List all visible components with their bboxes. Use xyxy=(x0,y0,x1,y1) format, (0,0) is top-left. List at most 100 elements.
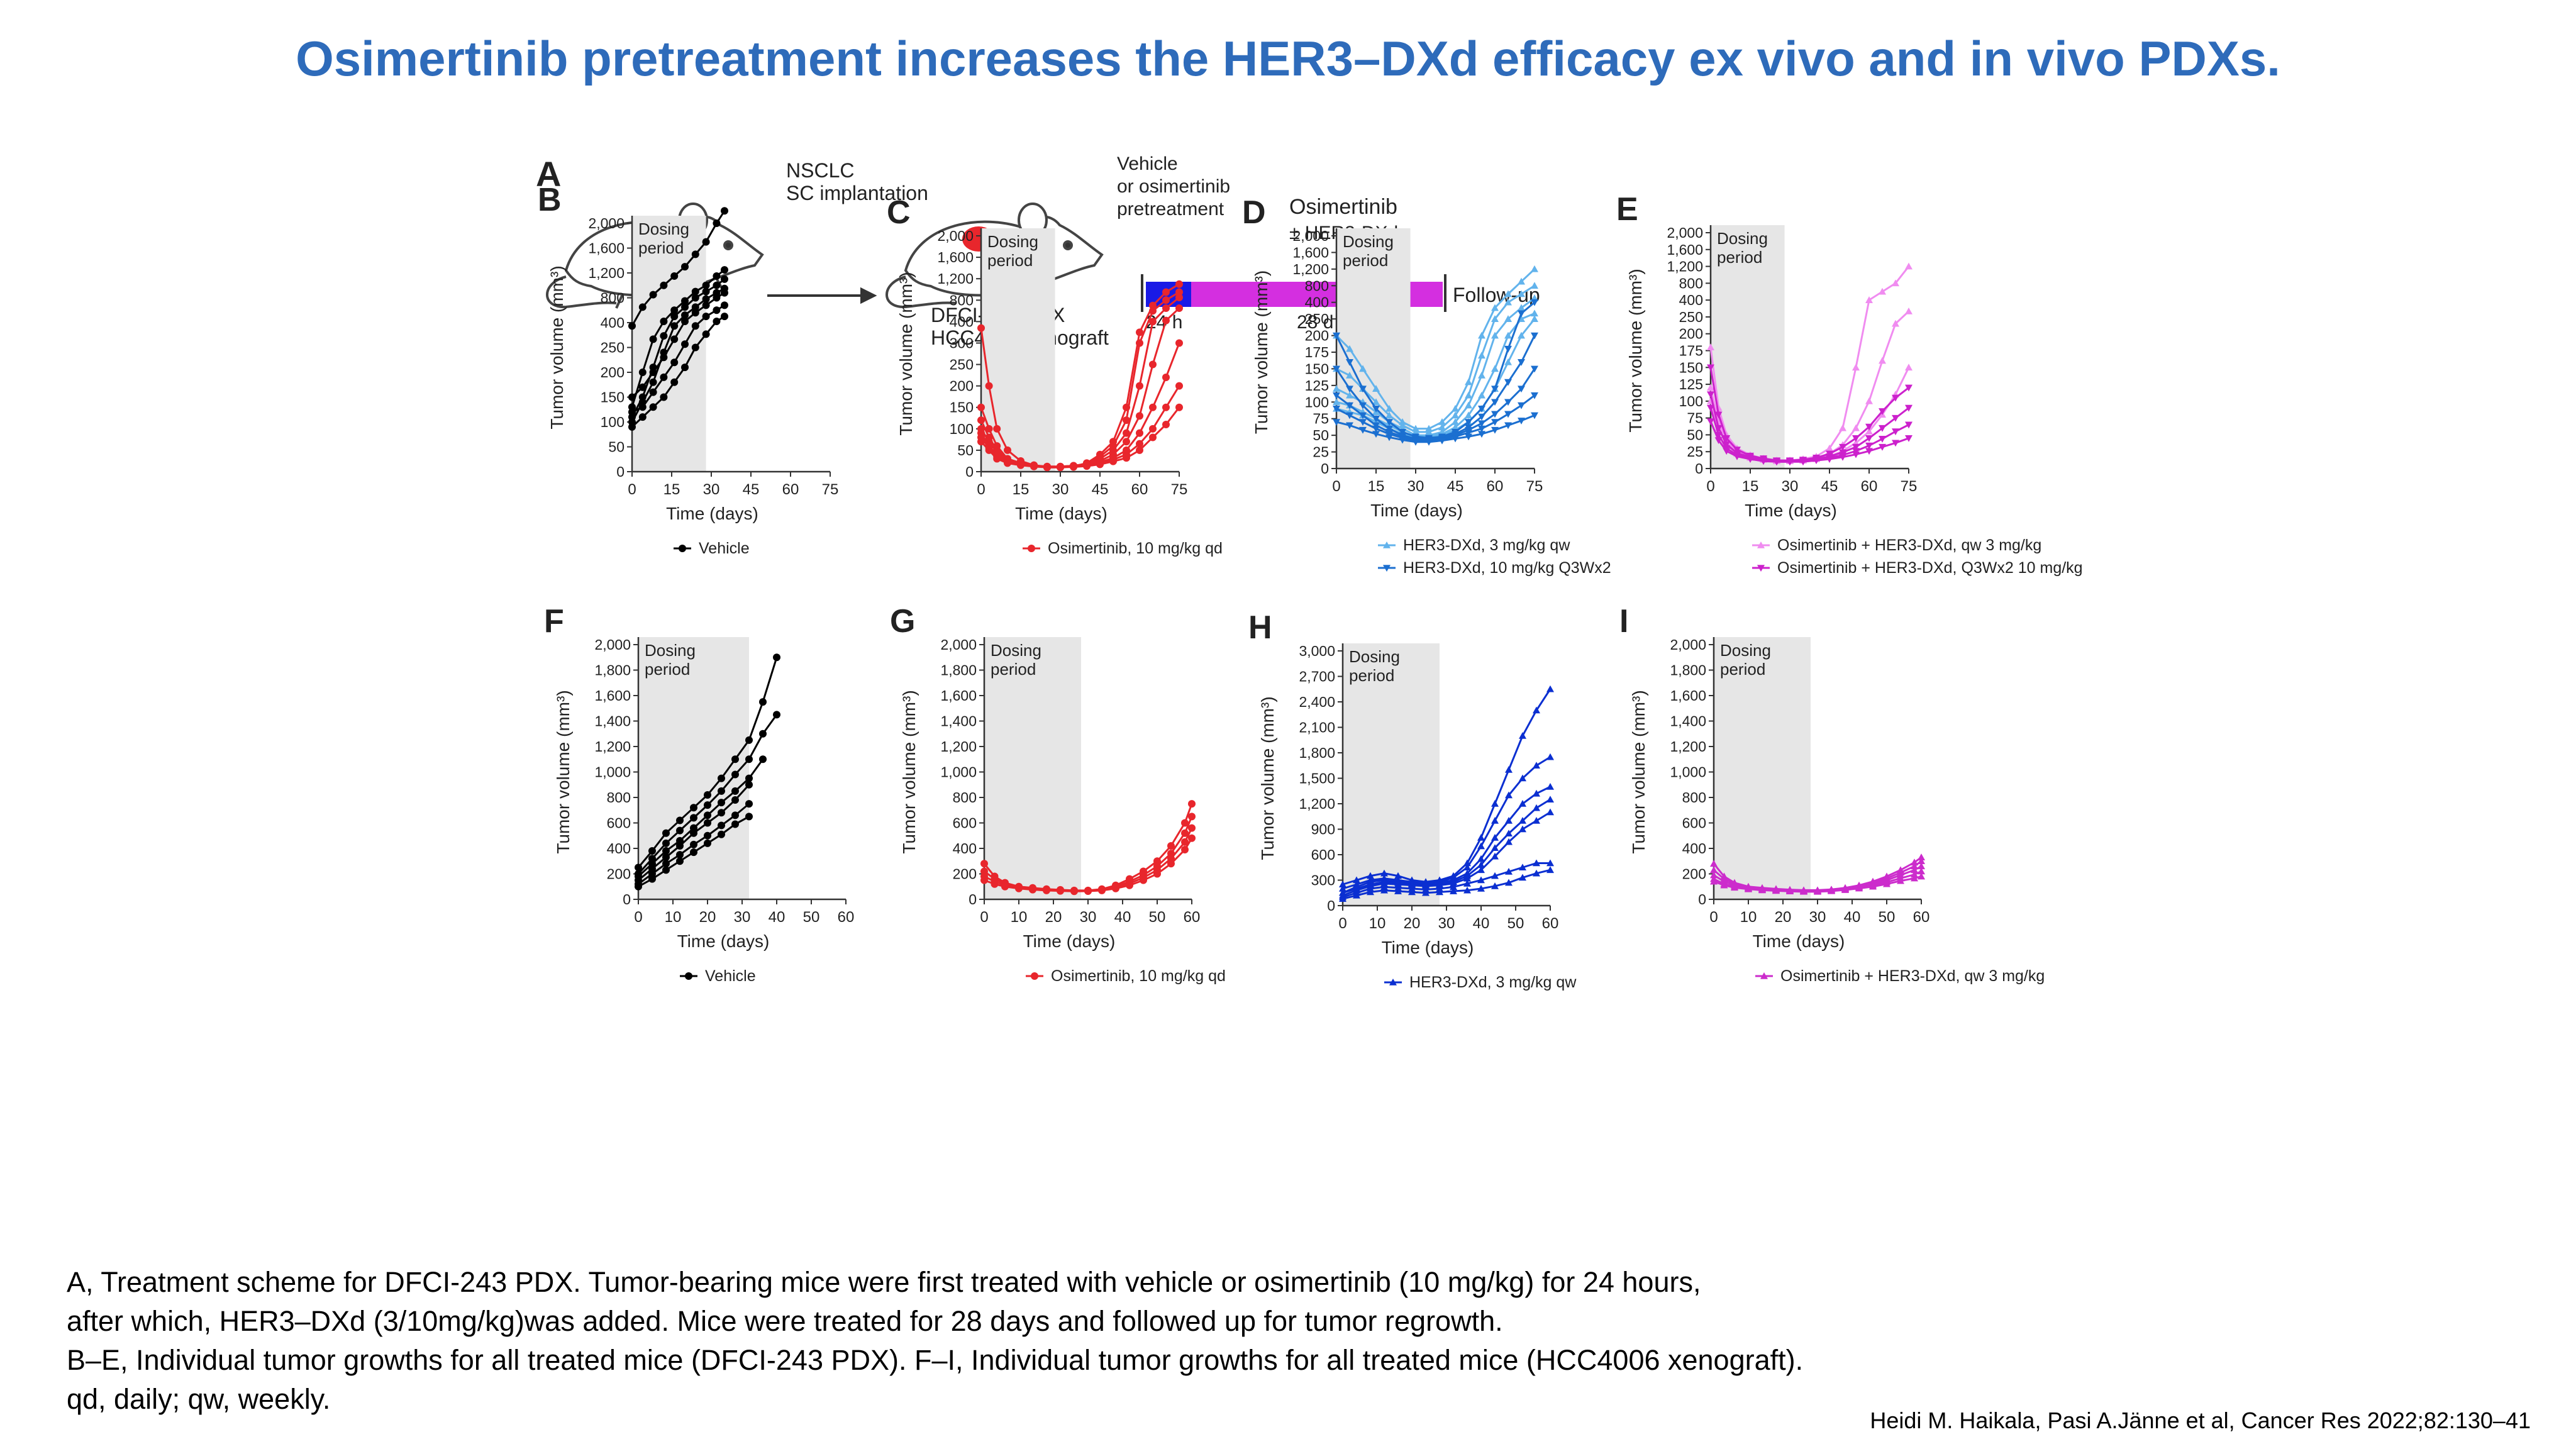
data-point xyxy=(1852,443,1860,451)
y-tick-label: 1,600 xyxy=(1667,242,1703,258)
y-tick-label: 250 xyxy=(1305,311,1329,327)
data-point xyxy=(1346,412,1353,419)
y-tick-label: 250 xyxy=(950,357,974,373)
data-point xyxy=(731,820,739,828)
data-point xyxy=(676,857,684,865)
x-tick-label: 40 xyxy=(1473,915,1490,932)
data-point xyxy=(1723,441,1731,448)
x-tick-label: 0 xyxy=(1709,909,1718,926)
data-point xyxy=(1175,288,1183,296)
y-tick-label: 1,200 xyxy=(588,265,625,281)
y-tick-label: 1,400 xyxy=(940,713,977,730)
data-point xyxy=(691,287,699,296)
data-point xyxy=(1359,419,1367,426)
data-point xyxy=(1001,882,1009,891)
x-axis-label: Time (days) xyxy=(1370,501,1463,520)
data-point xyxy=(1346,372,1353,379)
y-tick-label: 0 xyxy=(1698,891,1706,908)
data-point xyxy=(1394,872,1402,879)
data-point xyxy=(1905,384,1913,392)
panel-label: H xyxy=(1248,609,1272,646)
y-tick-label: 2,400 xyxy=(1299,694,1335,710)
data-point xyxy=(731,755,739,763)
x-tick-label: 20 xyxy=(699,909,716,926)
series-line xyxy=(631,278,725,418)
data-point xyxy=(1380,886,1388,894)
y-axis-label: Tumor volume (mm³) xyxy=(1626,269,1645,432)
data-point xyxy=(1372,398,1380,406)
implant-label-1: NSCLC xyxy=(786,159,854,182)
shade-label: period xyxy=(1349,666,1394,685)
data-point xyxy=(1167,841,1175,850)
data-point xyxy=(1519,732,1526,739)
x-tick-label: 60 xyxy=(838,909,855,926)
y-tick-label: 2,000 xyxy=(1292,228,1329,244)
data-point xyxy=(649,378,657,386)
panel-label: E xyxy=(1616,191,1638,228)
data-point xyxy=(1505,817,1513,824)
panel-label-a: A xyxy=(536,154,561,194)
data-point xyxy=(1905,421,1913,429)
series-line xyxy=(1342,798,1551,894)
x-axis-label: Time (days) xyxy=(1015,504,1108,523)
data-point xyxy=(1175,294,1183,302)
data-point xyxy=(1149,403,1157,411)
data-point xyxy=(681,263,689,271)
data-point xyxy=(1531,282,1538,289)
data-point xyxy=(985,446,993,454)
x-tick-label: 60 xyxy=(1913,909,1930,926)
data-point xyxy=(1491,834,1499,841)
series-line xyxy=(631,315,725,428)
data-point xyxy=(1518,310,1525,318)
data-point xyxy=(1710,871,1718,879)
y-tick-label: 400 xyxy=(950,313,974,330)
data-point xyxy=(1546,685,1554,692)
series xyxy=(628,289,728,401)
series-line xyxy=(1336,414,1535,443)
y-tick-label: 50 xyxy=(957,442,974,458)
data-point xyxy=(1723,448,1731,455)
data-point xyxy=(1380,869,1388,877)
data-point xyxy=(713,306,721,314)
y-tick-label: 200 xyxy=(601,364,625,380)
data-point xyxy=(1123,416,1130,425)
y-tick-label: 2,000 xyxy=(937,228,974,244)
data-point xyxy=(1505,868,1513,875)
shade-label: Dosing xyxy=(1717,229,1768,248)
x-tick-label: 0 xyxy=(1338,915,1346,932)
data-point xyxy=(1372,415,1380,423)
data-point xyxy=(681,364,689,372)
data-point xyxy=(718,774,725,782)
y-tick-label: 400 xyxy=(607,840,631,857)
x-tick-label: 60 xyxy=(1184,909,1201,926)
data-point xyxy=(713,318,721,326)
data-point xyxy=(1353,876,1360,884)
data-point xyxy=(1372,406,1380,413)
y-tick-label: 175 xyxy=(1679,343,1703,359)
data-point xyxy=(691,343,699,352)
data-point xyxy=(1504,331,1512,339)
data-point xyxy=(662,847,670,855)
data-point xyxy=(1883,880,1890,887)
data-point xyxy=(1504,422,1512,430)
data-point xyxy=(1385,434,1393,441)
x-tick-label: 45 xyxy=(1447,478,1464,495)
data-point xyxy=(1491,315,1499,322)
data-point xyxy=(1518,290,1525,297)
series-line xyxy=(1336,297,1535,436)
series xyxy=(1333,412,1538,446)
data-point xyxy=(670,313,679,321)
data-point xyxy=(1465,419,1472,426)
data-point xyxy=(1339,880,1346,888)
shade-label: period xyxy=(1720,660,1765,679)
data-point xyxy=(1123,454,1130,462)
data-point xyxy=(702,281,710,289)
x-axis-label: Time (days) xyxy=(677,931,770,951)
data-point xyxy=(1477,885,1485,892)
y-tick-label: 800 xyxy=(1682,789,1706,806)
data-point xyxy=(1346,391,1353,399)
data-point xyxy=(1149,425,1157,433)
data-point xyxy=(1478,331,1485,339)
data-point xyxy=(1714,404,1723,411)
